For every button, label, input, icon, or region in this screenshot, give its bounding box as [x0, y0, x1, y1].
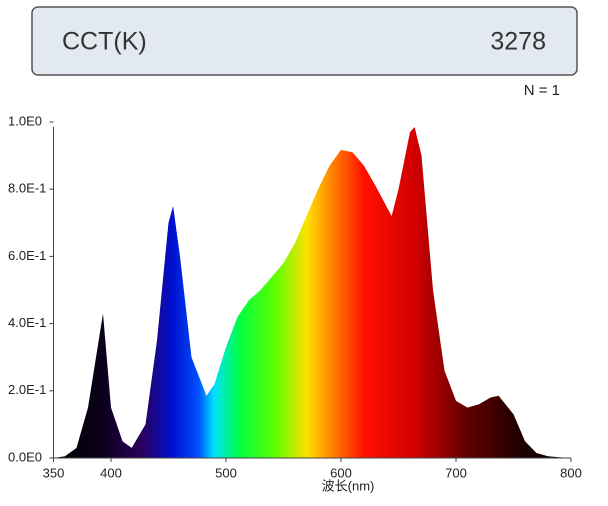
cct-box: [31, 6, 578, 76]
x-tick-label: 600: [330, 465, 352, 480]
y-tick-label: 2.0E-1: [8, 382, 46, 397]
y-tick-label: 0.0E0: [8, 449, 42, 464]
plot: 0.0E0 2.0E-1 4.0E-1 6.0E-1 8.0E-1 1.0E0 350 400…: [8, 113, 582, 480]
x-axis-label: 波长(nm): [322, 478, 375, 493]
y-tick-label: 6.0E-1: [8, 248, 46, 263]
sample-count: N = 1: [524, 82, 560, 99]
x-tick-label: 700: [445, 465, 467, 480]
y-tick-label: 1.0E0: [8, 113, 42, 128]
y-tick-label: 4.0E-1: [8, 315, 46, 330]
x-tick-label: 800: [560, 465, 582, 480]
spectrum-area: [53, 127, 571, 458]
cct-value: 3278: [490, 28, 546, 56]
x-tick-label: 500: [215, 465, 237, 480]
x-tick-label: 400: [100, 465, 122, 480]
x-tick-label: 350: [43, 465, 65, 480]
y-tick-label: 8.0E-1: [8, 181, 46, 196]
cct-label: CCT(K): [62, 28, 147, 56]
